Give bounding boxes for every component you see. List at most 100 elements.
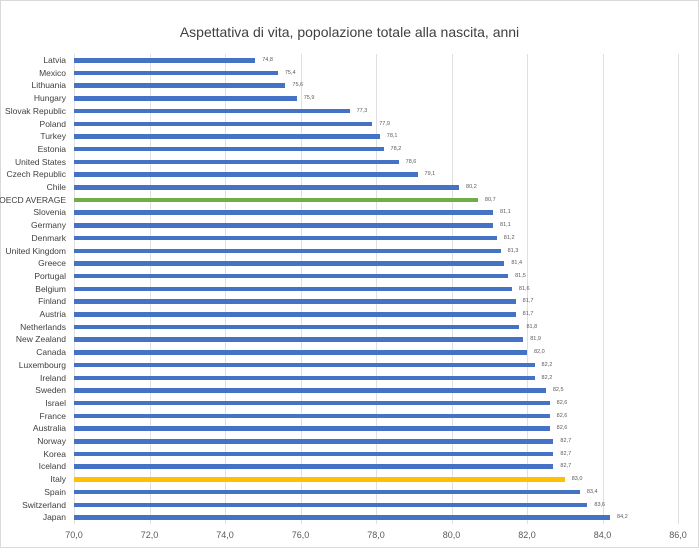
bar-row: Slovak Republic 77,3 bbox=[5, 105, 678, 118]
bar-row: Israel 82,6 bbox=[45, 397, 678, 410]
bar bbox=[74, 58, 256, 63]
value-label: 82,5 bbox=[552, 387, 564, 394]
bar-row: Poland 77,9 bbox=[40, 118, 678, 131]
bar-row: OECD AVERAGE 80,7 bbox=[0, 194, 678, 207]
x-tick-label: 82,0 bbox=[518, 530, 536, 540]
bar-row: Sweden 82,5 bbox=[35, 384, 678, 397]
value-label: 82,6 bbox=[556, 399, 568, 406]
bar bbox=[74, 134, 380, 139]
bar-row: Finland 81,7 bbox=[38, 295, 678, 308]
category-label: Finland bbox=[38, 296, 66, 307]
bar bbox=[74, 375, 535, 380]
category-label: France bbox=[39, 410, 66, 421]
bar bbox=[74, 324, 520, 330]
bar-row: New Zealand 81,9 bbox=[16, 333, 678, 346]
bar bbox=[74, 299, 516, 304]
value-label: 78,1 bbox=[386, 133, 398, 140]
bar-row: Lithuania 75,6 bbox=[31, 79, 678, 92]
category-label: Norway bbox=[37, 436, 66, 446]
category-label: United Kingdom bbox=[5, 245, 66, 256]
value-label: 78,2 bbox=[390, 145, 402, 152]
value-label: 82,2 bbox=[541, 361, 553, 368]
category-label: Switzerland bbox=[22, 499, 66, 510]
bar-row: Spain 83,4 bbox=[44, 486, 678, 499]
bar bbox=[74, 197, 478, 203]
category-label: Turkey bbox=[40, 131, 66, 142]
bar-row: Denmark 81,2 bbox=[32, 232, 678, 245]
value-label: 82,7 bbox=[560, 438, 572, 444]
x-tick-label: 74,0 bbox=[216, 530, 234, 540]
category-label: Israel bbox=[45, 397, 66, 408]
category-label: Belgium bbox=[35, 283, 66, 294]
category-label: Chile bbox=[46, 182, 66, 192]
value-label: 80,2 bbox=[466, 184, 477, 190]
value-label: 82,0 bbox=[534, 349, 545, 356]
category-label: Latvia bbox=[43, 55, 66, 65]
value-label: 82,7 bbox=[560, 463, 572, 470]
gridline bbox=[602, 54, 604, 524]
value-label: 81,1 bbox=[500, 209, 511, 216]
bar bbox=[74, 489, 580, 495]
category-label: Ireland bbox=[40, 372, 66, 383]
value-label: 75,4 bbox=[284, 69, 296, 76]
gridline bbox=[527, 54, 528, 524]
bar-row: Belgium 81,6 bbox=[35, 283, 678, 296]
value-label: 81,9 bbox=[530, 336, 541, 343]
category-label: Lithuania bbox=[31, 80, 66, 91]
bar bbox=[74, 273, 509, 279]
category-label: Canada bbox=[36, 347, 66, 358]
bar-row: Switzerland 83,6 bbox=[22, 499, 678, 512]
value-label: 78,6 bbox=[405, 158, 417, 165]
bar-row: Japan 84,2 bbox=[43, 511, 678, 524]
bar bbox=[74, 477, 565, 482]
bar-row: Austria 81,7 bbox=[40, 308, 678, 321]
bar bbox=[74, 464, 554, 469]
x-tick-label: 86,0 bbox=[669, 530, 687, 540]
value-label: 75,6 bbox=[292, 82, 304, 89]
value-label: 81,5 bbox=[515, 272, 526, 279]
value-label: 81,4 bbox=[511, 260, 523, 267]
bar-row: Estonia 78,2 bbox=[38, 143, 678, 156]
bar bbox=[74, 515, 611, 520]
category-label: Czech Republic bbox=[6, 169, 66, 180]
bar-row: Latvia 74,8 bbox=[43, 54, 678, 67]
bar-row: Portugal 81,5 bbox=[34, 270, 678, 283]
category-label: Sweden bbox=[35, 385, 66, 396]
value-label: 81,7 bbox=[522, 311, 534, 317]
category-label: Austria bbox=[39, 309, 66, 319]
bar-row: Hungary 75,9 bbox=[34, 92, 678, 105]
category-label: Portugal bbox=[34, 270, 66, 281]
chart-title: Aspettativa di vita, popolazione totale … bbox=[179, 24, 520, 40]
bar bbox=[74, 223, 494, 228]
value-label: 80,7 bbox=[484, 196, 496, 203]
bar bbox=[74, 362, 535, 368]
x-tick-label: 84,0 bbox=[593, 530, 612, 540]
value-label: 74,8 bbox=[262, 57, 273, 63]
bar bbox=[74, 439, 554, 444]
bar-row: France 82,6 bbox=[40, 410, 678, 423]
bar bbox=[74, 108, 350, 114]
bar bbox=[74, 83, 286, 88]
bar bbox=[74, 286, 512, 292]
bar-row: Norway 82,7 bbox=[37, 435, 678, 448]
value-label: 77,9 bbox=[379, 120, 390, 127]
category-label: Hungary bbox=[33, 93, 66, 104]
bar bbox=[74, 413, 550, 419]
value-label: 83,4 bbox=[586, 488, 598, 495]
value-label: 81,8 bbox=[526, 323, 538, 330]
bar-row: Mexico 75,4 bbox=[39, 67, 678, 80]
bar bbox=[74, 96, 297, 101]
x-tick-label: 78,0 bbox=[367, 530, 385, 540]
x-tick-label: 70,0 bbox=[65, 530, 83, 540]
bar-row: Chile 80,2 bbox=[47, 181, 678, 194]
bar-row: United Kingdom 81,3 bbox=[6, 245, 678, 258]
value-label: 83,6 bbox=[594, 501, 606, 508]
bar bbox=[74, 159, 399, 165]
x-tick-label: 80,0 bbox=[442, 530, 461, 540]
value-label: 81,3 bbox=[507, 247, 519, 254]
bar bbox=[74, 70, 278, 76]
bar bbox=[74, 312, 516, 317]
value-label: 81,6 bbox=[518, 285, 530, 292]
bar bbox=[74, 261, 505, 266]
bar bbox=[74, 388, 546, 393]
